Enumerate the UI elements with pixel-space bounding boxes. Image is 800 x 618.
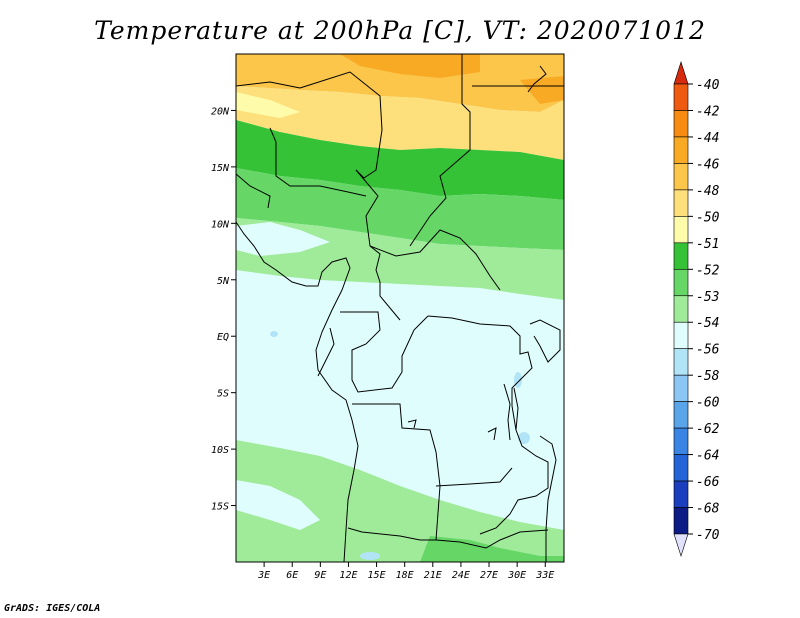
colorbar-segment	[673, 348, 689, 376]
colorbar-segment	[673, 507, 689, 535]
lon-label: 24E	[452, 570, 470, 581]
colorbar-label: -70	[696, 528, 720, 543]
colorbar-label: -58	[696, 369, 720, 384]
field-region-minus46-east	[520, 76, 564, 104]
colorbar-label: -68	[696, 502, 720, 517]
lon-label: 6E	[286, 570, 298, 581]
field-region-minus53	[236, 168, 564, 250]
lon-label: 12E	[339, 570, 357, 581]
lon-label: 27E	[480, 570, 498, 581]
axis-ticks-labels: 20N 15N 10N 5N EQ 5S 10S 15S 3E 6E 9E 12E 15E 18E 21E 2…	[211, 106, 554, 581]
lon-label: 9E	[314, 570, 326, 581]
colorbar-label: -40	[696, 78, 720, 93]
colorbar-segment	[673, 401, 689, 429]
field-region-minus48	[236, 54, 564, 112]
colorbar-label: -60	[696, 396, 720, 411]
field-region-minus46	[340, 54, 480, 78]
map-title: Temperature at 200hPa [C], VT: 202007101…	[94, 16, 706, 45]
lat-label: EQ	[217, 332, 229, 343]
field-region-minus54-south	[236, 480, 320, 530]
colorbar-segment	[673, 242, 689, 270]
field-patch-minus56-a	[518, 432, 530, 444]
colorbar-label: -52	[696, 263, 720, 278]
colorbar-label: -64	[696, 449, 719, 464]
colorbar-segment	[673, 321, 689, 350]
lat-label: 5N	[217, 276, 230, 287]
colorbar-bottom-triangle	[673, 533, 689, 557]
field-region-minus53-southeast	[420, 536, 564, 562]
colorbar-label: -51	[696, 237, 719, 252]
grads-credit: GrADS: IGES/COLA	[4, 603, 101, 614]
colorbar-segment	[673, 163, 689, 191]
field-patch-minus56-d	[270, 331, 278, 337]
colorbar-label: -53	[696, 290, 719, 305]
colorbar-label: -50	[696, 210, 720, 225]
field-region-minus51	[236, 92, 300, 118]
colorbar-label: -44	[696, 131, 719, 146]
colorbar-label: -56	[696, 343, 720, 358]
lat-label: 20N	[211, 106, 230, 117]
field-patch-minus56-c	[360, 552, 380, 560]
lon-label: 15E	[368, 570, 386, 581]
field-region-minus50	[236, 86, 564, 160]
colorbar-segment	[673, 480, 689, 508]
lon-label: 33E	[535, 570, 554, 581]
lon-label: 18E	[396, 570, 414, 581]
lon-label: 30E	[507, 570, 526, 581]
field-patch-minus56-b	[514, 372, 522, 388]
lat-label: 15N	[211, 163, 230, 174]
colorbar-segment	[673, 189, 689, 217]
field-region-minus52	[236, 120, 564, 200]
lat-label: 5S	[217, 389, 229, 400]
lat-label: 10N	[211, 219, 230, 230]
colorbar-segment	[673, 427, 689, 455]
colorbar-segment	[673, 216, 689, 244]
colorbar-segment	[673, 374, 689, 402]
colorbar-label: -48	[696, 184, 720, 199]
colorbar-segment	[673, 110, 689, 138]
lat-label: 15S	[211, 502, 229, 513]
colorbar-segment	[673, 136, 689, 164]
lon-label: 21E	[424, 570, 442, 581]
colorbar-segment	[673, 295, 689, 323]
lat-label: 10S	[211, 445, 229, 456]
colorbar-label: -54	[696, 316, 719, 331]
colorbar-label: -66	[696, 475, 720, 490]
field-region-minus53-south	[236, 440, 564, 562]
lon-label: 3E	[257, 570, 270, 581]
colorbar-label: -62	[696, 422, 720, 437]
colorbar-segment	[673, 268, 689, 297]
colorbar: -40 -42 -44 -46 -48 -50 -51 -52 -53 -54 -56 -58 -60 -…	[673, 61, 720, 557]
colorbar-label: -42	[696, 104, 720, 119]
colorbar-label: -46	[696, 157, 720, 172]
colorbar-top-triangle	[673, 61, 689, 85]
coastlines-borders	[236, 54, 564, 562]
map-field	[236, 54, 564, 562]
field-region-minus54-west	[236, 222, 330, 256]
map-frame	[235, 53, 565, 563]
colorbar-segment	[673, 454, 689, 482]
colorbar-segment	[673, 83, 689, 111]
